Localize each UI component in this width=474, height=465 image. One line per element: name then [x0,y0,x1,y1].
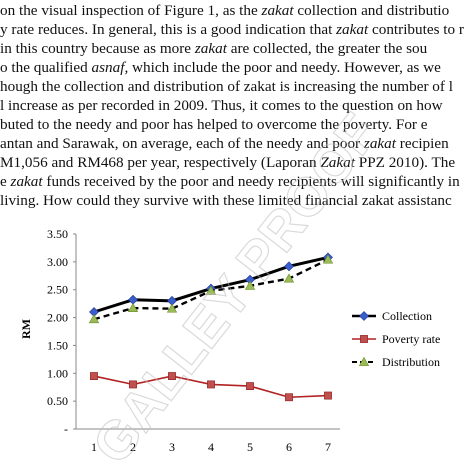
italic-term: zakat [261,2,294,19]
paragraph-line: e zakat funds received by the poor and n… [0,173,460,191]
data-point [283,273,295,283]
text-run: recipien [395,135,449,152]
y-tick-label: 3.00 [47,255,68,269]
paragraph-line: buted to the needy and poor has helped t… [0,116,428,134]
x-tick-label: 2 [130,440,136,454]
paragraph-line: antan and Sarawak, on average, each of t… [0,135,449,153]
text-run: y rate reduces. In general, this is a go… [0,21,337,38]
x-tick-label: 3 [169,440,175,454]
body-paragraph: on the visual inspection of Figure 1, as… [0,0,474,216]
y-tick-label: 2.50 [47,283,68,297]
y-axis-label: RM [19,319,33,339]
text-run: are collected, the greater the sou [226,40,428,57]
paragraph-line: on the visual inspection of Figure 1, as… [0,2,449,20]
y-tick-label: - [64,422,68,436]
text-run: antan and Sarawak, on average, each of t… [0,135,364,152]
legend-label: Distribution [382,355,440,369]
x-tick-label: 7 [325,440,331,454]
y-tick-label: 1.50 [47,338,68,352]
y-tick-label: 2.00 [47,311,68,325]
paragraph-line: hough the collection and distribution of… [0,78,453,96]
paragraph-line: l increase as per recorded in 2009. Thus… [0,97,443,115]
italic-term: Zakat [320,154,355,171]
data-point [244,280,256,290]
y-tick-label: 3.50 [47,227,68,241]
text-run: which include the poor and needy. Howeve… [128,59,441,76]
text-run: e [0,173,11,190]
data-point [127,302,139,312]
legend-marker [360,335,368,343]
italic-term: asnaf, [91,59,129,76]
data-point [90,372,98,380]
paragraph-line: living. How could they survive with thes… [0,192,452,210]
data-point [205,285,217,295]
data-point [88,314,100,324]
text-run: contributes to r [368,21,464,38]
italic-term: zakat [194,40,227,57]
text-run: PPZ 2010). The [354,154,456,171]
y-tick-label: 0.50 [47,394,68,408]
text-run: living. How could they survive with thes… [0,192,452,209]
data-point [322,254,334,264]
legend-label: Collection [382,309,432,323]
line-chart: RM 3.50 3.00 2.50 2.00 1.50 1.00 0.50 - 1 2 3 4 5 6 7 C… [19,227,440,454]
data-point [246,382,254,390]
paragraph-line: M1,056 and RM468 per year, respectively … [0,154,455,172]
italic-term: zakat [336,21,369,38]
text-run: l increase as per recorded in 2009. Thus… [0,97,443,114]
paragraph-line: y rate reduces. In general, this is a go… [0,21,464,39]
y-tick-label: 1.00 [47,366,68,380]
data-point [166,303,178,313]
x-tick-label: 4 [208,440,214,454]
x-tick-label: 1 [91,440,97,454]
italic-term: zakat [10,173,43,190]
text-run: funds received by the poor and needy rec… [42,173,460,190]
paragraph-line: in this country because as more zakat ar… [0,40,427,58]
legend-label: Poverty rate [382,332,440,346]
data-point [129,380,137,389]
x-tick-label: 6 [286,440,292,454]
italic-term: zakat [363,135,396,152]
text-run: in this country because as more [0,40,195,57]
text-run: collection and distributio [293,2,450,19]
data-point [207,380,215,389]
text-run: o the qualified [0,59,92,76]
data-point [168,372,176,380]
legend-marker [358,356,370,366]
text-run: M1,056 and RM468 per year, respectively … [0,154,321,171]
x-tick-label: 5 [247,440,253,454]
text-run: hough the collection and distribution of… [0,78,453,95]
paragraph-line: o the qualified asnaf, which include the… [0,59,441,77]
data-point [324,391,332,400]
legend-marker [359,311,369,321]
text-run: buted to the needy and poor has helped t… [0,116,428,133]
text-run: on the visual inspection of Figure 1, as… [0,2,262,19]
data-point [285,393,293,402]
data-point [284,261,294,272]
